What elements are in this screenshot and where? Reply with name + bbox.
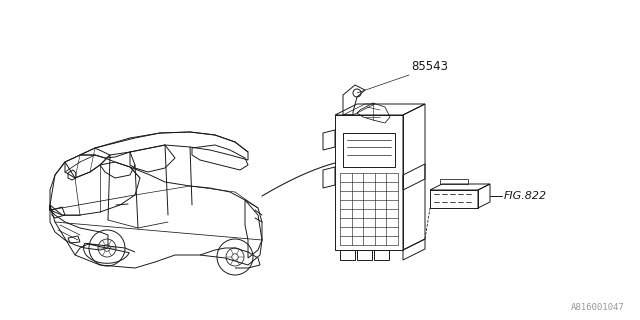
Text: FIG.822: FIG.822 bbox=[504, 191, 547, 201]
Text: A816001047: A816001047 bbox=[572, 303, 625, 312]
Text: 85543: 85543 bbox=[411, 60, 448, 73]
